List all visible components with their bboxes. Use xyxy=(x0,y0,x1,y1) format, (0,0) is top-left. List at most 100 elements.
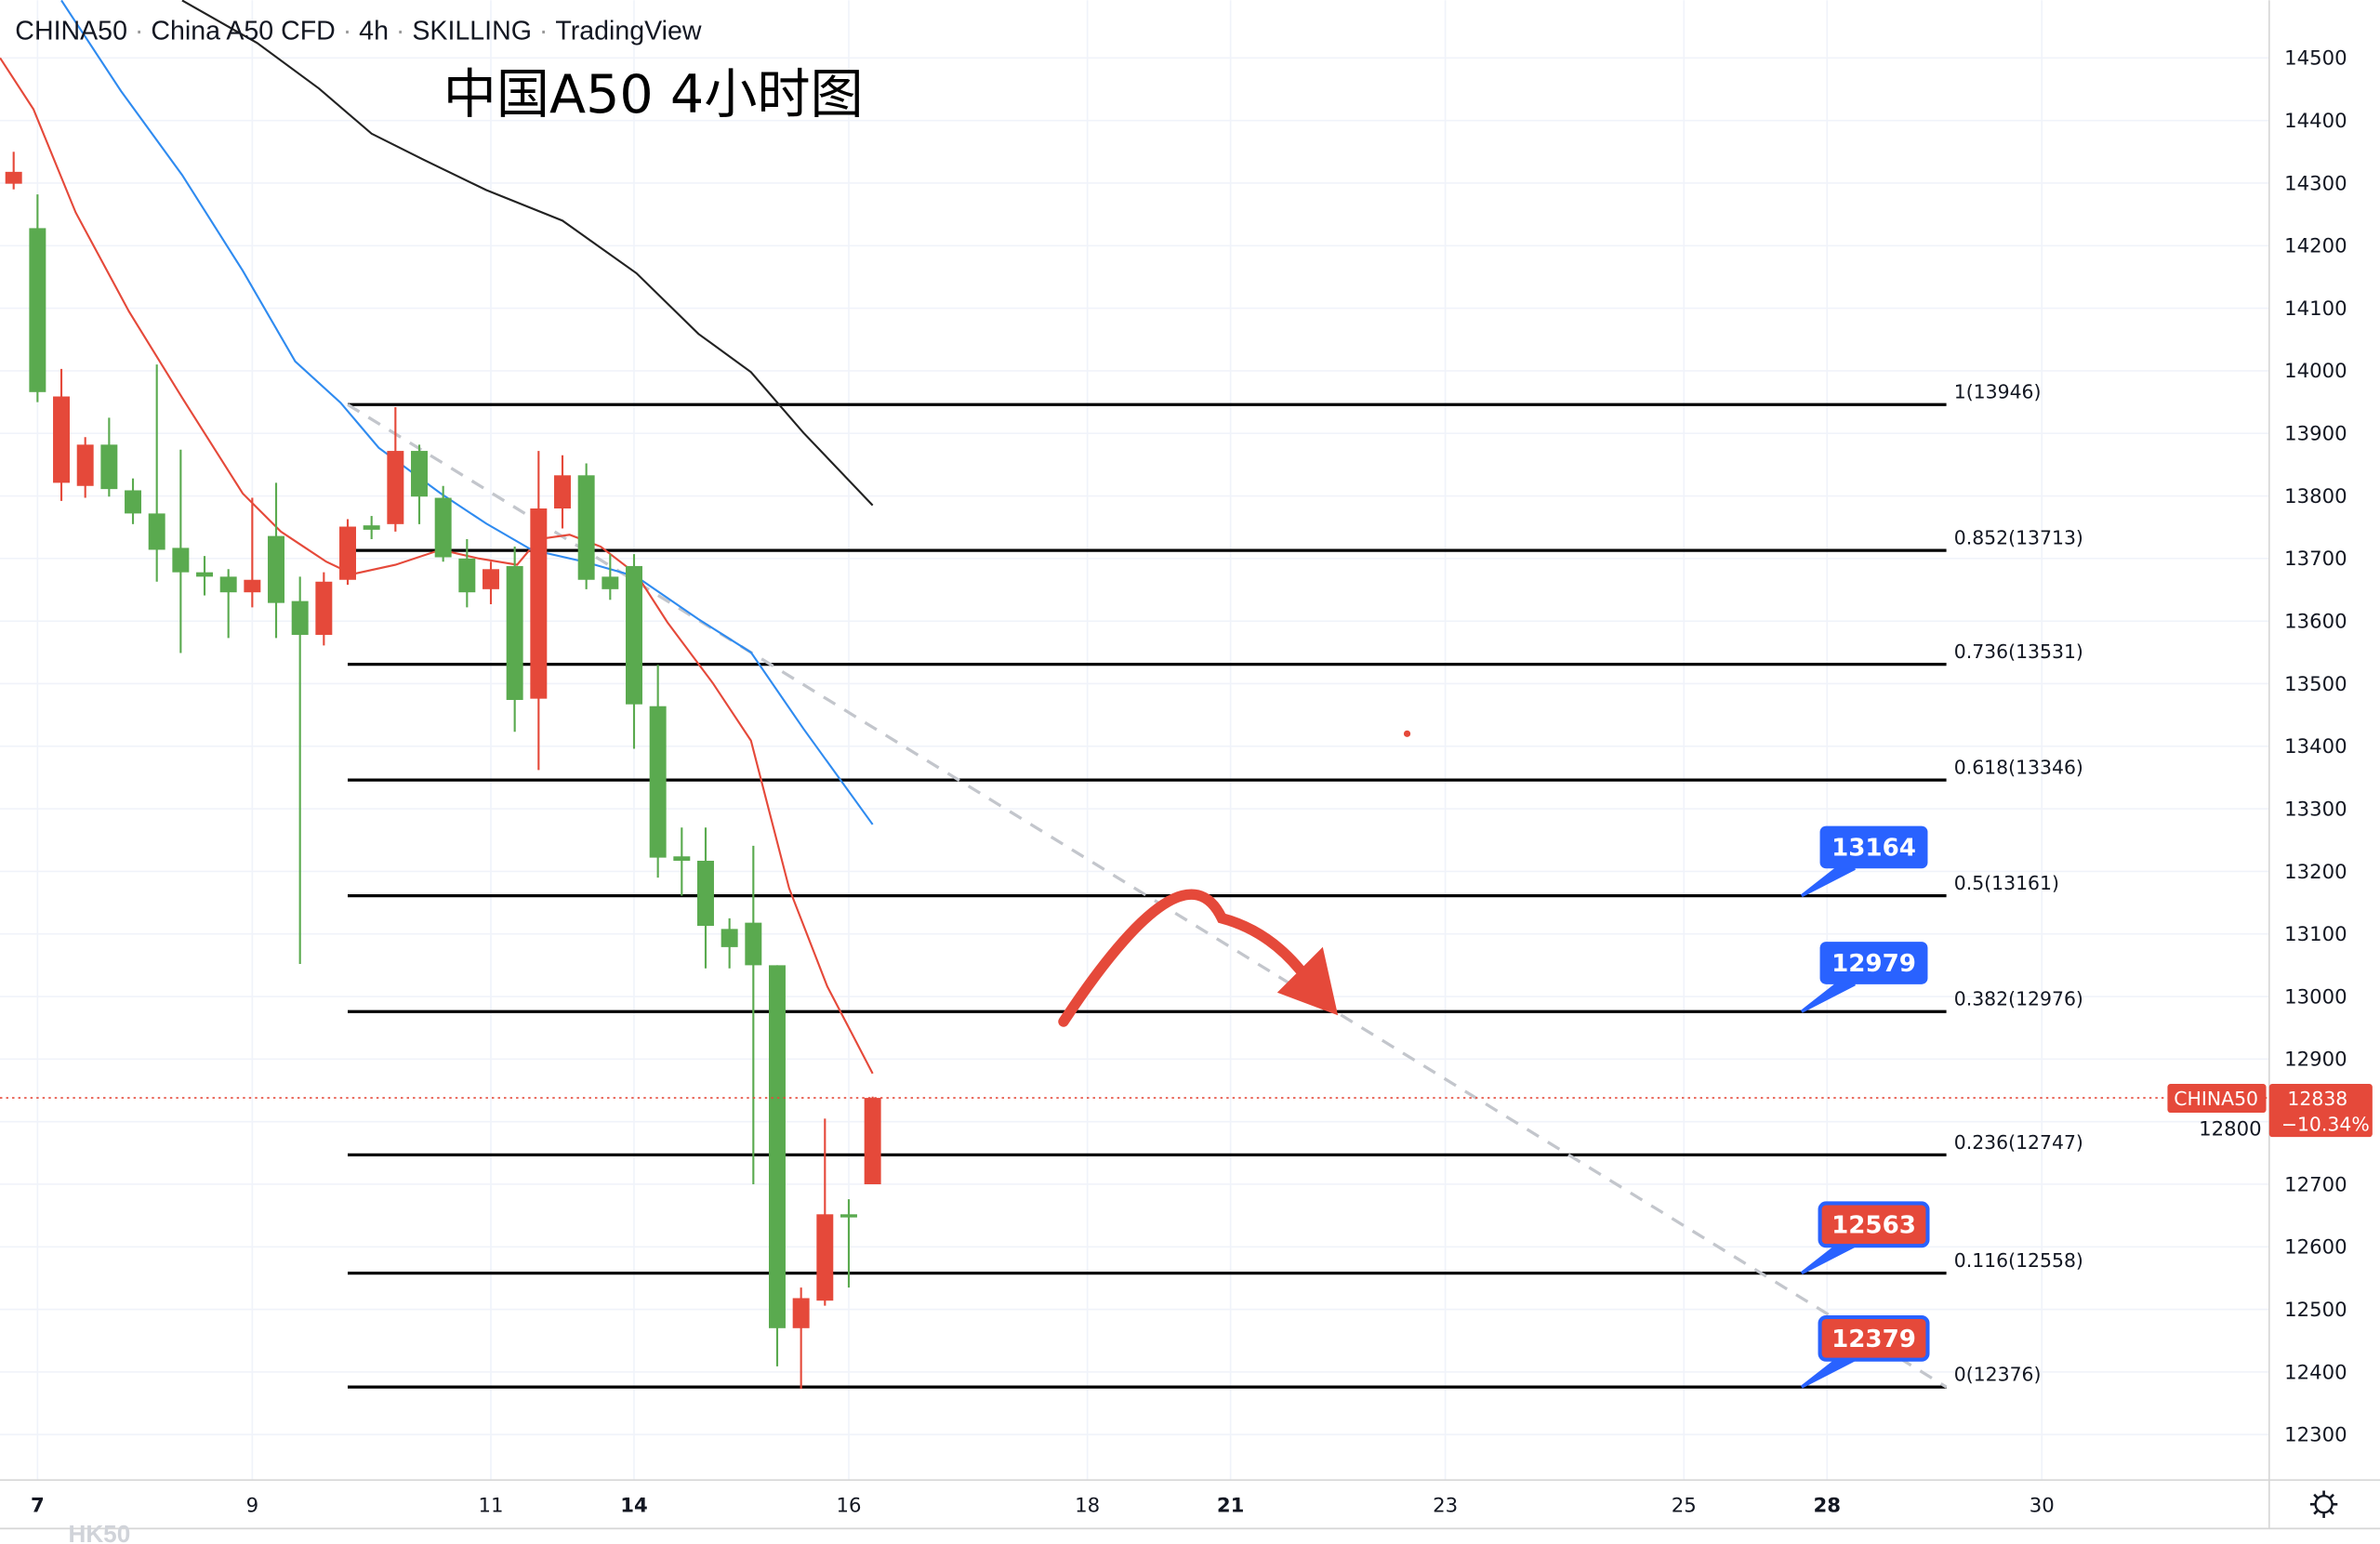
fib-level-label: 0.852(13713) xyxy=(1954,527,2083,549)
price-tick-label: 12600 xyxy=(2284,1236,2347,1260)
candle-up xyxy=(219,576,237,593)
fib-level-label: 1(13946) xyxy=(1954,381,2042,403)
candle-down xyxy=(816,1214,834,1301)
price-callout-box[interactable] xyxy=(1818,1314,1930,1362)
interval[interactable]: 4h xyxy=(359,17,389,46)
price-callouts[interactable]: 13164 12979 12563 12379 xyxy=(1800,825,1930,1389)
candle-up xyxy=(29,228,46,392)
moving-averages xyxy=(0,0,874,1075)
dashed-trendline[interactable] xyxy=(347,402,1948,1389)
price-tick-label: 14100 xyxy=(2284,297,2347,321)
price-tick-label: 12700 xyxy=(2284,1173,2347,1196)
price-tick-label: 12500 xyxy=(2284,1299,2347,1322)
price-tick-label: 12800 xyxy=(2199,1118,2262,1142)
fib-level-label: 0.382(12976) xyxy=(1954,988,2083,1010)
candle-up xyxy=(697,860,714,926)
fib-level-label: 0(12376) xyxy=(1954,1364,2042,1386)
price-tick-label: 13500 xyxy=(2284,673,2347,696)
price-callout-text: 13164 xyxy=(1831,834,1916,862)
candle-up xyxy=(769,965,786,1328)
trendline[interactable] xyxy=(347,402,1948,1389)
grid xyxy=(0,0,2269,1481)
candle-down xyxy=(53,396,71,483)
candles xyxy=(5,152,881,1390)
chart-header: CHINA50 · China A50 CFD · 4h · SKILLING … xyxy=(15,17,702,46)
price-tick-label: 13800 xyxy=(2284,485,2347,508)
annotation-title[interactable]: 中国A50 4小时图 xyxy=(443,64,864,125)
price-tick-label: 13100 xyxy=(2284,923,2347,946)
candle-down xyxy=(244,579,261,593)
callout-pointer xyxy=(1800,1358,1856,1389)
platform: TradingView xyxy=(555,17,702,46)
candle-up xyxy=(363,525,380,530)
date-tick-label: 18 xyxy=(1075,1494,1100,1517)
candle-down xyxy=(315,581,333,635)
time-axis[interactable]: 7 9 11 14 16 18 21 23 25 28 30 xyxy=(31,1494,2055,1517)
date-tick-label: 16 xyxy=(836,1494,861,1517)
candle-up xyxy=(100,444,118,490)
fib-level-label: 0.618(13346) xyxy=(1954,757,2083,779)
current-price-badge: CHINA50 12838 −10.34% xyxy=(2167,1084,2373,1138)
symbol-description: China A50 CFD xyxy=(151,17,335,46)
callout-pointer xyxy=(1800,983,1856,1013)
candle-up xyxy=(291,600,309,635)
candle-up xyxy=(172,548,190,573)
candle-down xyxy=(483,569,499,589)
symbol[interactable]: CHINA50 xyxy=(15,17,127,46)
date-tick-label: 23 xyxy=(1433,1494,1458,1517)
candle-down xyxy=(76,444,94,486)
price-tick-label: 13600 xyxy=(2284,611,2347,634)
candle-up xyxy=(434,497,452,558)
price-callout-text: 12979 xyxy=(1831,950,1916,978)
candle-up xyxy=(673,856,691,861)
candle-up xyxy=(649,706,667,858)
fibonacci-retracement[interactable]: 1(13946) 0.852(13713) 0.736(13531) 0.618(13… xyxy=(348,381,2083,1389)
ema-mid-line xyxy=(60,0,874,825)
ema-fast-line xyxy=(0,57,874,1075)
fib-level-label: 0.5(13161) xyxy=(1954,872,2059,894)
candle-down xyxy=(554,475,571,508)
candle-down xyxy=(864,1098,881,1184)
price-tick-label: 13400 xyxy=(2284,735,2347,759)
price-tick-label: 13300 xyxy=(2284,798,2347,821)
price-tick-label: 14300 xyxy=(2284,172,2347,195)
ma-slow-line xyxy=(181,0,874,507)
callout-pointer xyxy=(1800,866,1856,898)
price-tick-label: 13900 xyxy=(2284,423,2347,446)
marker-dot xyxy=(1403,730,1411,737)
date-tick-label: 14 xyxy=(620,1494,648,1517)
gear-icon[interactable] xyxy=(2309,1490,2338,1518)
candle-down xyxy=(387,451,404,524)
callout-pointer xyxy=(1800,1244,1856,1275)
date-tick-label: 7 xyxy=(31,1494,45,1517)
date-tick-label: 21 xyxy=(1217,1494,1245,1517)
curved-arrow-body[interactable] xyxy=(1058,889,1306,1027)
price-tick-label: 13000 xyxy=(2284,985,2347,1009)
current-symbol-label: CHINA50 xyxy=(2174,1088,2258,1110)
author: SKILLING xyxy=(412,17,532,46)
current-price-change: −10.34% xyxy=(2281,1114,2370,1136)
date-tick-label: 28 xyxy=(1813,1494,1841,1517)
candle-down xyxy=(530,508,548,699)
price-callout-box[interactable] xyxy=(1819,825,1928,869)
price-tick-label: 14400 xyxy=(2284,110,2347,133)
candle-up xyxy=(196,572,213,577)
price-callout-text: 12563 xyxy=(1831,1211,1916,1239)
curved-arrow-annotation[interactable] xyxy=(1058,730,1411,1027)
price-callout-box[interactable] xyxy=(1818,1201,1930,1248)
arrow-head-icon xyxy=(1276,946,1339,1016)
fib-level-label: 0.736(13531) xyxy=(1954,640,2083,663)
candle-up xyxy=(506,565,523,700)
price-axis[interactable]: 14500 14400 14300 14200 14100 14000 13900 13800… xyxy=(2199,47,2347,1447)
price-callout-box[interactable] xyxy=(1819,942,1928,984)
candle-down xyxy=(5,171,22,184)
candle-up xyxy=(745,922,762,966)
date-tick-label: 25 xyxy=(1672,1494,1697,1517)
price-tick-label: 12300 xyxy=(2284,1424,2347,1447)
candle-up xyxy=(721,929,738,947)
price-tick-label: 12900 xyxy=(2284,1049,2347,1072)
date-tick-label: 9 xyxy=(246,1494,259,1517)
candle-down xyxy=(339,526,356,580)
price-tick-label: 14200 xyxy=(2284,235,2347,258)
